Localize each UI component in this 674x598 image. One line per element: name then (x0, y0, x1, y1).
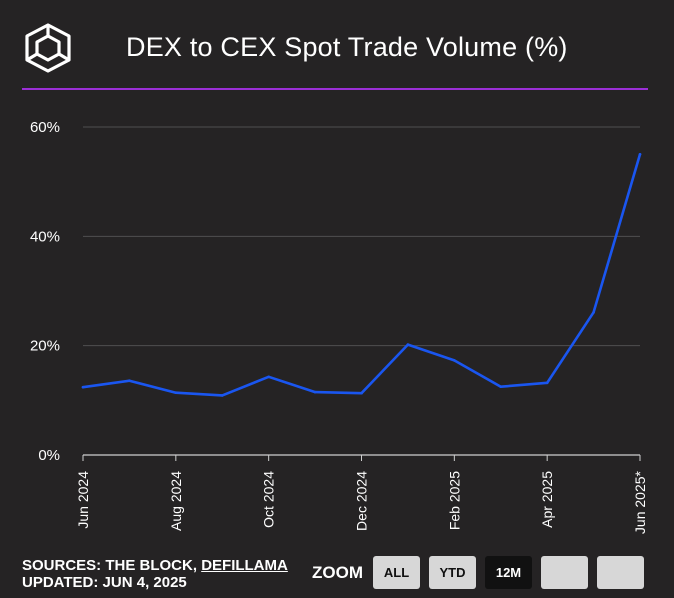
sources-block: SOURCES: THE BLOCK, DEFILLAMA UPDATED: J… (22, 557, 288, 591)
line-chart: 0% 20% 40% 60% Jun 2024 Aug 2024 Oct 2024 Dec … (30, 119, 648, 534)
data-point (638, 153, 642, 156)
sources-prefix: SOURCES: THE BLOCK, (22, 557, 202, 574)
data-point (267, 375, 270, 379)
x-tick-label: Oct 2024 (261, 471, 277, 528)
sources-text: SOURCES: THE BLOCK, DEFILLAMA (22, 557, 288, 574)
data-point (313, 390, 317, 394)
zoom-button-group: ALL YTD 12M (373, 556, 644, 589)
zoom-button-ytd[interactable]: YTD (429, 556, 476, 589)
x-tick-label: Aug 2024 (168, 471, 184, 531)
x-tick-label: Jun 2025* (632, 470, 648, 534)
y-tick-label: 0% (38, 447, 60, 464)
chart-header: DEX to CEX Spot Trade Volume (%) (0, 0, 674, 92)
x-tick-label: Dec 2024 (354, 471, 370, 531)
updated-date: UPDATED: JUN 4, 2025 (22, 574, 187, 591)
zoom-button-5[interactable] (597, 556, 644, 589)
zoom-button-4[interactable] (541, 556, 588, 589)
series-line (81, 152, 642, 397)
chart-title: DEX to CEX Spot Trade Volume (%) (126, 32, 568, 62)
grid-lines (83, 126, 640, 456)
data-point (220, 394, 224, 397)
series-layer (81, 152, 642, 397)
header-divider (22, 88, 648, 90)
y-tick-label: 40% (30, 228, 60, 245)
sources-link-defillama[interactable]: DEFILLAMA (201, 557, 288, 574)
x-axis-ticks: Jun 2024 Aug 2024 Oct 2024 Dec 2024 Feb 2025… (75, 455, 648, 534)
data-point (499, 385, 503, 388)
y-tick-label: 60% (30, 119, 60, 136)
y-tick-label: 20% (30, 338, 60, 355)
zoom-button-12m[interactable]: 12M (485, 556, 532, 589)
data-point (406, 343, 410, 346)
data-point (453, 359, 456, 362)
the-block-cube-logo-icon (25, 23, 71, 73)
zoom-label: ZOOM (312, 563, 363, 582)
x-tick-label: Jun 2024 (75, 471, 91, 529)
x-tick-label: Apr 2025 (539, 471, 555, 528)
zoom-button-all[interactable]: ALL (373, 556, 420, 589)
data-point (545, 381, 549, 385)
data-point (81, 385, 85, 389)
y-axis-ticks: 0% 20% 40% 60% (30, 119, 60, 464)
data-point (592, 311, 595, 314)
x-tick-label: Feb 2025 (446, 471, 462, 530)
data-point (174, 391, 178, 394)
data-point (128, 379, 131, 382)
data-point (360, 391, 363, 395)
